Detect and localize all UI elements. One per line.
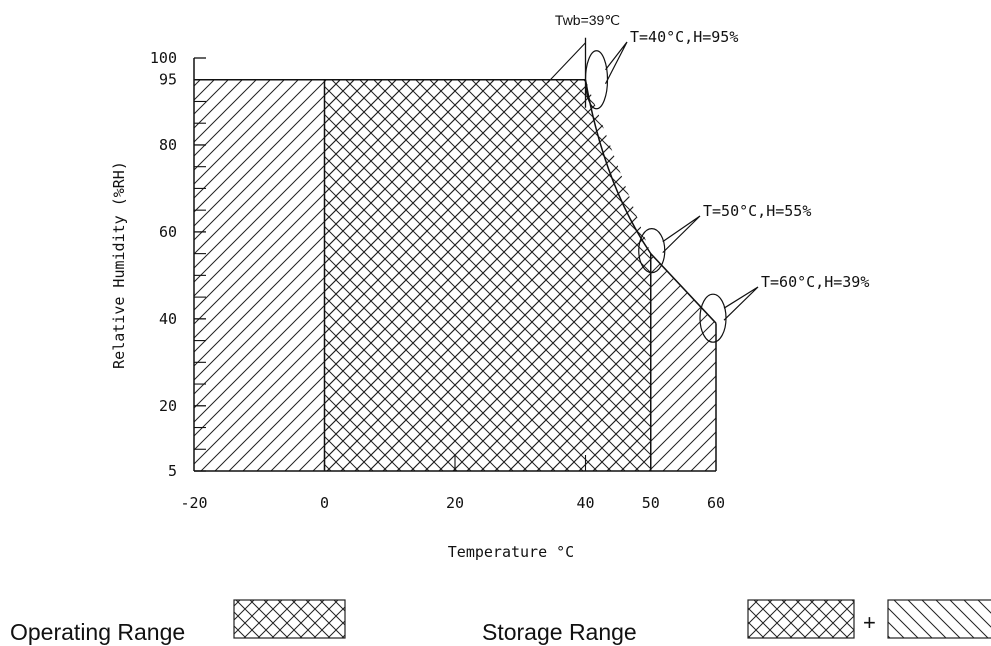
callout-label: T=40°C,H=95% — [630, 28, 738, 46]
x-tick-label: 20 — [446, 494, 464, 512]
legend-operating-label: Operating Range — [10, 619, 185, 645]
callout-pointer — [723, 286, 759, 321]
x-axis: -20 0 20 40 50 60 — [180, 455, 725, 512]
x-tick-label: 40 — [576, 494, 594, 512]
legend-plus-sign: + — [863, 610, 876, 635]
annotations: Twb=39℃ T=40°C,H=95% T=50°C,H=55% T=60°C,H=… — [547, 12, 869, 343]
y-tick-label: 80 — [159, 136, 177, 154]
x-tick-label: 50 — [642, 494, 660, 512]
twb-diagonal — [547, 42, 586, 84]
x-tick-label: -20 — [180, 494, 207, 512]
y-axis: 5 20 40 60 80 95 100 — [150, 49, 206, 480]
twb-label: Twb=39℃ — [555, 12, 620, 28]
x-tick-label: 60 — [707, 494, 725, 512]
callout-label: T=60°C,H=39% — [761, 273, 869, 291]
legend-storage-cross-swatch — [747, 599, 855, 639]
y-axis-title: Relative Humidity (%RH) — [110, 161, 128, 369]
operating-range-area — [324, 79, 651, 471]
y-tick-label: 40 — [159, 310, 177, 328]
y-tick-label: 60 — [159, 223, 177, 241]
legend-storage-label: Storage Range — [482, 619, 637, 645]
y-tick-label: 20 — [159, 397, 177, 415]
callout-pointer — [604, 41, 628, 85]
y-tick-label: 95 — [159, 71, 177, 89]
legend: Operating Range Storage Range + — [10, 599, 991, 645]
callout-ellipse — [584, 50, 609, 110]
plot-area — [194, 78, 717, 472]
legend-storage-diagonal-swatch — [887, 599, 991, 639]
x-axis-title: Temperature °C — [448, 543, 574, 561]
y-tick-label: 5 — [168, 462, 177, 480]
callout-pointer — [662, 215, 701, 254]
y-tick-label: 100 — [150, 49, 177, 67]
legend-operating-swatch — [233, 599, 346, 639]
humidity-limit-curve — [584, 79, 717, 324]
callout-label: T=50°C,H=55% — [703, 202, 811, 220]
x-tick-label: 0 — [320, 494, 329, 512]
